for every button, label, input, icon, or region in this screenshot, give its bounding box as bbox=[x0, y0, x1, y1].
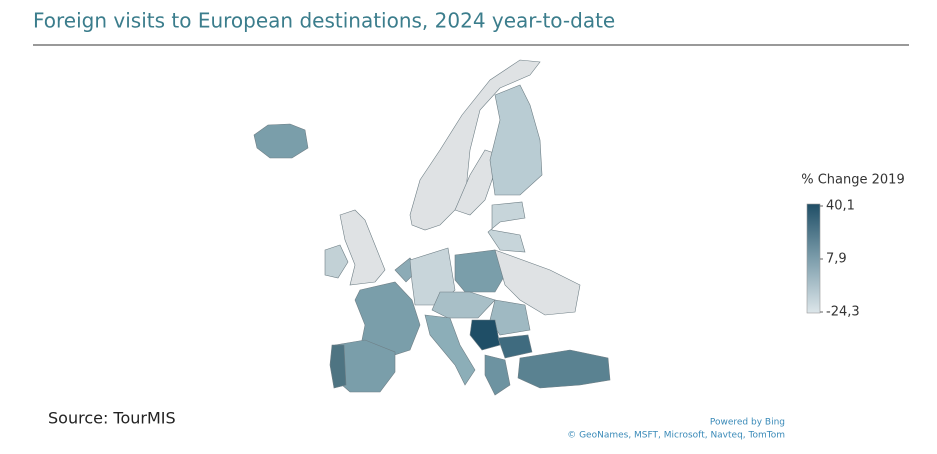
legend-tick-label: -24,3 bbox=[826, 305, 860, 320]
legend-ticks: 40,1 7,9 -24,3 bbox=[820, 199, 860, 320]
legend-title: % Change 2019 bbox=[801, 173, 904, 188]
attribution: © GeoNames, MSFT, Microsoft, Navteq, Tom… bbox=[567, 431, 785, 441]
title: Foreign visits to European destinations,… bbox=[33, 9, 615, 33]
powered-by: Powered by Bing bbox=[710, 418, 785, 428]
legend-tick-label: 7,9 bbox=[826, 252, 847, 267]
source: Source: TourMIS bbox=[48, 409, 176, 428]
map bbox=[253, 59, 611, 396]
colorbar bbox=[806, 203, 821, 314]
legend-tick-label: 40,1 bbox=[826, 199, 855, 214]
